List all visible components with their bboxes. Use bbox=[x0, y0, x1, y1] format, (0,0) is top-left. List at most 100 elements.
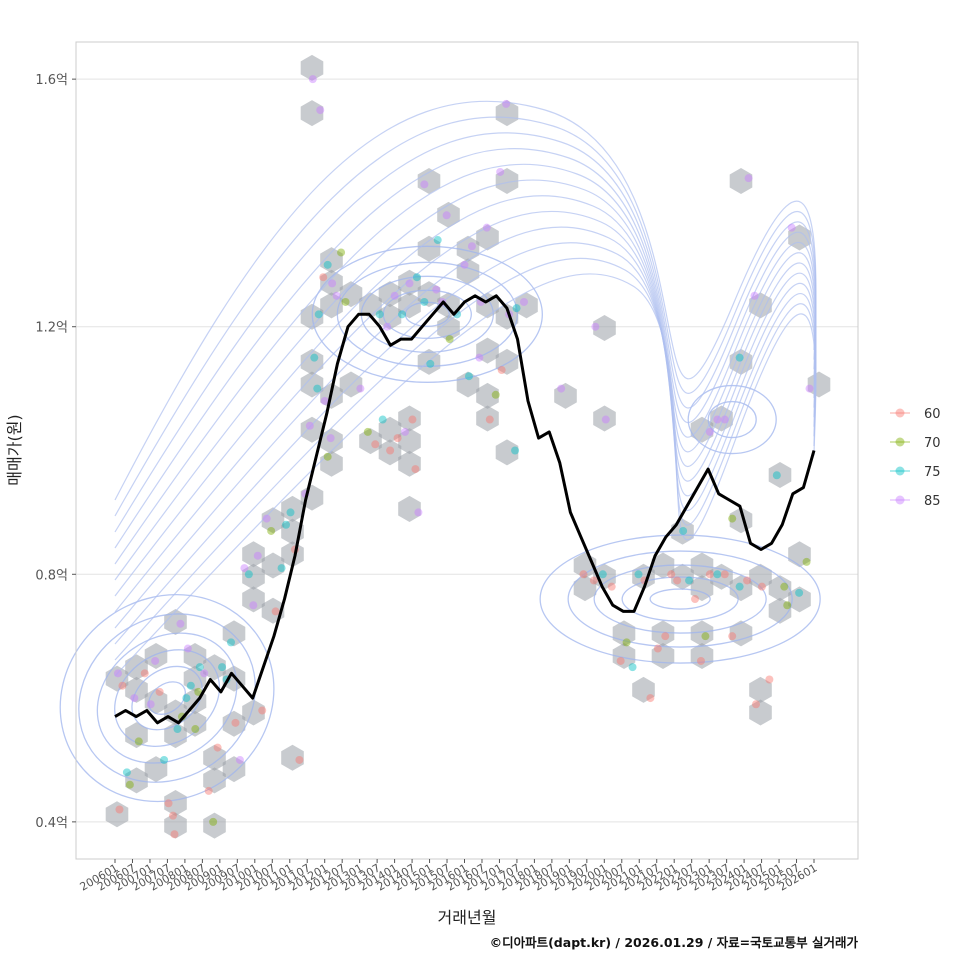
scatter-point bbox=[591, 322, 600, 331]
scatter-point bbox=[218, 663, 227, 672]
scatter-point bbox=[653, 644, 662, 653]
scatter-point bbox=[151, 656, 160, 665]
scatter-point bbox=[485, 415, 494, 424]
hexbin bbox=[203, 812, 226, 839]
scatter-point bbox=[341, 297, 350, 306]
hexbin bbox=[651, 620, 675, 647]
scatter-point bbox=[195, 663, 204, 672]
contour-line bbox=[707, 400, 757, 439]
scatter-point bbox=[420, 297, 429, 306]
scatter-point bbox=[787, 223, 796, 232]
scatter-point bbox=[661, 632, 670, 641]
scatter-point bbox=[319, 273, 328, 282]
hexbin bbox=[729, 168, 753, 194]
scatter-point bbox=[646, 694, 655, 703]
scatter-point bbox=[122, 768, 131, 777]
scatter-point bbox=[130, 694, 139, 703]
scatter-point bbox=[295, 755, 304, 764]
scatter-point bbox=[371, 440, 380, 449]
scatter-point bbox=[679, 526, 688, 535]
hexbin bbox=[768, 575, 792, 602]
scatter-point bbox=[464, 372, 473, 381]
scatter-point bbox=[728, 632, 737, 641]
scatter-point bbox=[169, 811, 178, 820]
scatter-point bbox=[751, 700, 760, 709]
x-axis-title: 거래년월 bbox=[438, 908, 497, 927]
hexbin bbox=[164, 609, 187, 635]
legend-label: 75 bbox=[924, 465, 941, 480]
hexbin bbox=[125, 722, 148, 749]
hexbin bbox=[768, 462, 792, 488]
contour-line bbox=[649, 588, 711, 610]
hexbin bbox=[164, 722, 187, 749]
contour-line bbox=[114, 273, 817, 677]
scatter-point bbox=[701, 632, 710, 641]
scatter-point bbox=[691, 595, 700, 604]
scatter-point bbox=[743, 576, 752, 585]
scatter-point bbox=[667, 570, 676, 579]
hexbin bbox=[359, 292, 382, 319]
hexbin bbox=[144, 688, 168, 715]
hexbin bbox=[261, 507, 285, 534]
scatter-point bbox=[383, 322, 392, 331]
scatter-point bbox=[557, 384, 566, 393]
scatter-point bbox=[170, 830, 179, 839]
scatter-point bbox=[182, 694, 191, 703]
scatter-point bbox=[496, 167, 505, 176]
hexbin bbox=[593, 405, 616, 432]
scatter-point bbox=[705, 427, 714, 436]
scatter-point bbox=[140, 669, 149, 678]
hexbin bbox=[476, 405, 499, 432]
scatter-point bbox=[398, 310, 407, 319]
scatter-point bbox=[589, 576, 598, 585]
hexbin bbox=[281, 744, 304, 771]
hexbin bbox=[378, 281, 402, 308]
scatter-points bbox=[113, 75, 814, 839]
hexbin bbox=[281, 541, 304, 568]
scatter-point bbox=[502, 99, 511, 108]
contour-line bbox=[114, 100, 817, 501]
hexbin bbox=[242, 586, 265, 613]
hexbin bbox=[554, 382, 577, 409]
hexbin bbox=[105, 665, 129, 692]
hexbin bbox=[476, 382, 499, 409]
scatter-point bbox=[720, 415, 729, 424]
contour-line bbox=[539, 534, 821, 664]
scatter-point bbox=[271, 607, 280, 616]
hexbin bbox=[729, 620, 753, 647]
scatter-point bbox=[442, 211, 451, 220]
trend-line bbox=[114, 294, 816, 725]
hexbin bbox=[183, 710, 207, 737]
hexbin bbox=[495, 348, 519, 375]
scatter-point bbox=[262, 514, 271, 523]
scatter-point bbox=[750, 291, 759, 300]
contour-line bbox=[78, 613, 256, 783]
scatter-point bbox=[363, 427, 372, 436]
hexbin bbox=[749, 563, 772, 590]
hexbin bbox=[417, 348, 441, 375]
hexbin bbox=[261, 552, 285, 579]
hexbin bbox=[183, 643, 207, 669]
hexbin bbox=[359, 428, 382, 455]
legend-key-dot bbox=[895, 408, 905, 418]
contour-line bbox=[404, 301, 450, 327]
scatter-point bbox=[310, 353, 319, 362]
hexbin bbox=[768, 597, 792, 624]
scatter-point bbox=[765, 675, 774, 684]
hexbin bbox=[125, 654, 148, 681]
y-tick-label: 1.6억 bbox=[35, 73, 68, 88]
hexbin bbox=[437, 315, 460, 341]
hexbin bbox=[378, 416, 402, 443]
scatter-point bbox=[411, 465, 420, 474]
contour-line bbox=[593, 564, 767, 634]
hexbin bbox=[300, 348, 324, 375]
hexbin bbox=[573, 575, 597, 602]
y-tick-label: 0.4억 bbox=[35, 816, 68, 831]
hexbin bbox=[242, 563, 265, 590]
scatter-point bbox=[426, 359, 435, 368]
scatter-point bbox=[634, 570, 643, 579]
scatter-point bbox=[253, 551, 262, 560]
legend-key-dot bbox=[895, 437, 905, 447]
scatter-point bbox=[146, 700, 155, 709]
